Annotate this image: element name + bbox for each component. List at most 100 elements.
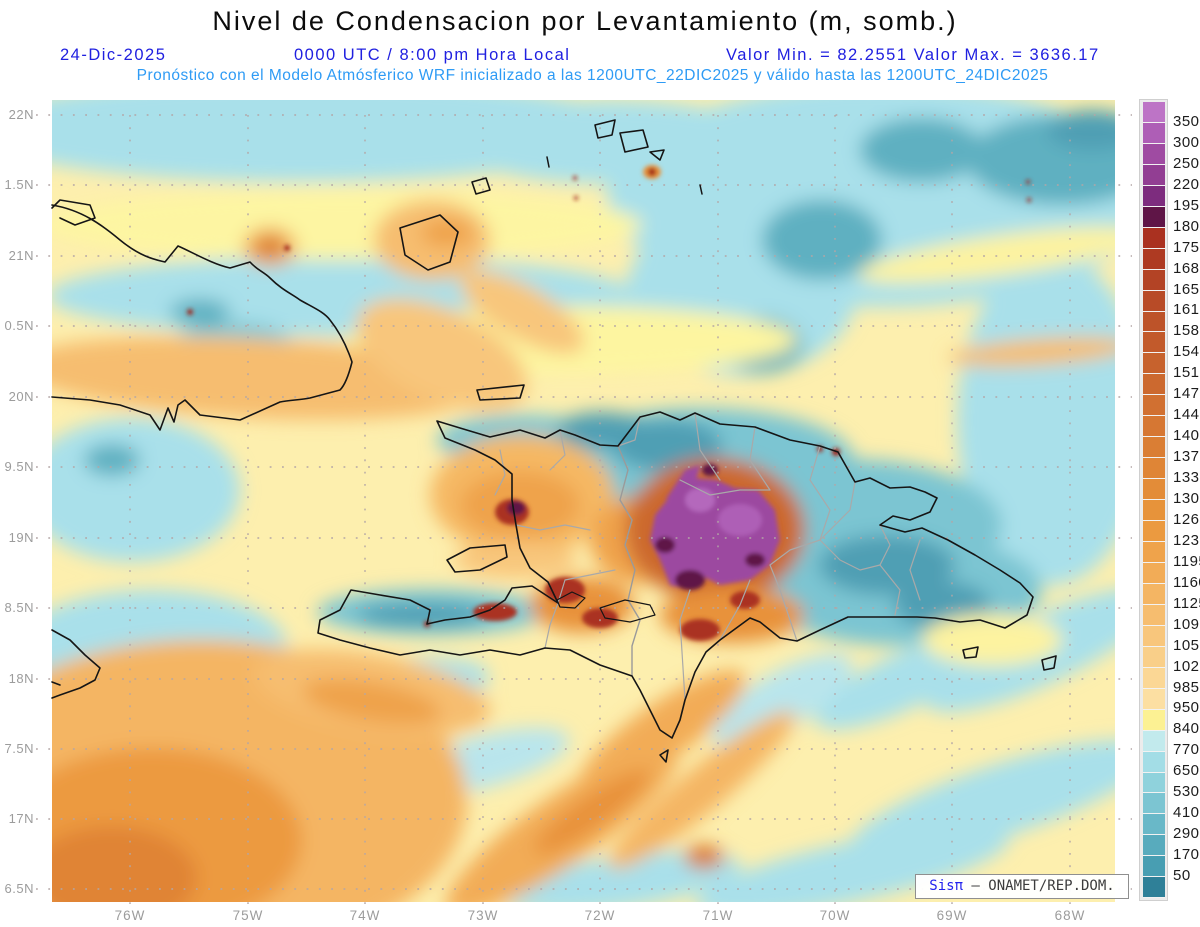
lat-tick-label: 0.5N: [4, 318, 34, 333]
colorbar-tick-label: 410: [1173, 804, 1200, 822]
colorbar-segments: [1143, 102, 1165, 899]
colorbar-tick-label: 290: [1173, 825, 1200, 843]
colorbar-segment: [1143, 667, 1165, 689]
colorbar-segment: [1143, 416, 1165, 438]
colorbar-segment: [1143, 562, 1165, 584]
min-max-values: Valor Min. = 82.2551 Valor Max. = 3636.1…: [726, 46, 1100, 64]
coastline-saona: [962, 646, 979, 659]
watermark-badge: Sisπ – ONAMET/REP.DOM.: [915, 874, 1129, 899]
coastline-cuba: [51, 204, 353, 431]
colorbar-tick-label: 3000: [1173, 133, 1200, 151]
map-svg: [36, 100, 1132, 906]
colorbar-tick-label: 1580: [1173, 322, 1200, 340]
colorbar-segment: [1143, 311, 1165, 333]
colorbar-tick-label: 1020: [1173, 657, 1200, 675]
colorbar-segment: [1143, 877, 1165, 899]
coastline-mona: [1041, 655, 1057, 671]
coastline-beata: [659, 749, 669, 763]
lon-tick-label: 70W: [819, 908, 851, 923]
colorbar-tick-label: 1230: [1173, 531, 1200, 549]
lat-tick-label: 8.5N: [4, 600, 34, 615]
forecast-description: Pronóstico con el Modelo Atmósferico WRF…: [136, 67, 1049, 84]
colorbar-tick-label: 50: [1173, 867, 1191, 885]
watermark-org: – ONAMET/REP.DOM.: [963, 878, 1115, 894]
colorbar-tick-label: 1195: [1173, 552, 1200, 570]
lon-tick-label: 74W: [349, 908, 381, 923]
colorbar-segment: [1143, 185, 1165, 207]
province-borders: [494, 412, 921, 701]
coastlines: [51, 119, 1057, 763]
colorbar-segment: [1143, 143, 1165, 165]
lon-tick-label: 69W: [936, 908, 968, 923]
lat-tick-label: 21N: [8, 248, 34, 263]
colorbar-tick-label: 1300: [1173, 490, 1200, 507]
colorbar-segment: [1143, 688, 1165, 710]
colorbar-segment: [1143, 332, 1165, 354]
colorbar-segment: [1143, 814, 1165, 836]
lat-tick-label: 17N: [8, 811, 34, 826]
coastline-tortuga: [476, 384, 525, 401]
colorbar-tick-label: 840: [1173, 720, 1200, 738]
page-title: Nivel de Condensacion por Levantamiento …: [212, 6, 958, 36]
watermark-brand: Sisπ: [929, 878, 963, 894]
coastline-hispaniola: [317, 411, 1034, 739]
colorbar-segment: [1143, 437, 1165, 459]
colorbar-tick-label: 650: [1173, 762, 1200, 780]
lat-tick-label: 18N: [8, 671, 34, 686]
colorbar-tick-label: 1615: [1173, 301, 1200, 319]
colorbar-tick-label: 3500: [1173, 112, 1200, 130]
lon-tick-label: 73W: [467, 908, 499, 923]
colorbar-segment: [1143, 772, 1165, 794]
colorbar-tick-label: 1950: [1173, 196, 1200, 214]
colorbar-tick-label: 2200: [1173, 175, 1200, 193]
colorbar-segment: [1143, 583, 1165, 605]
colorbar-segment: [1143, 625, 1165, 647]
colorbar-segment: [1143, 122, 1165, 144]
lat-tick-label: 20N: [8, 389, 34, 404]
map-area: [36, 100, 1135, 906]
colorbar-segment: [1143, 730, 1165, 752]
colorbar-tick-label: 1090: [1173, 615, 1200, 633]
colorbar-segment: [1143, 835, 1165, 857]
lon-tick-label: 71W: [702, 908, 734, 923]
colorbar-tick-label: 1335: [1173, 469, 1200, 487]
colorbar-tick-label: 1685: [1173, 259, 1200, 277]
colorbar-segment: [1143, 290, 1165, 312]
lat-tick-label: 1.5N: [4, 177, 34, 192]
colorbar-tick-label: 985: [1173, 678, 1200, 696]
colorbar-tick-label: 1265: [1173, 510, 1200, 528]
coastline-gonave: [446, 544, 508, 573]
colorbar-tick-label: 1125: [1173, 594, 1200, 612]
colorbar-segment: [1143, 269, 1165, 291]
colorbar-tick-label: 170: [1173, 846, 1200, 864]
small-cays: [546, 156, 703, 195]
colorbar-segment: [1143, 500, 1165, 522]
colorbar-segment: [1143, 542, 1165, 563]
colorbar-tick-label: 1370: [1173, 448, 1200, 466]
colorbar-tick-label: 1545: [1173, 343, 1200, 361]
colorbar: [1139, 99, 1168, 901]
colorbar-tick-label: 1475: [1173, 385, 1200, 403]
colorbar-tick-label: 1510: [1173, 364, 1200, 382]
colorbar-segment: [1143, 751, 1165, 773]
colorbar-segment: [1143, 374, 1165, 396]
colorbar-tick-label: 1405: [1173, 427, 1200, 445]
colorbar-segment: [1143, 206, 1165, 228]
lat-tick-label: 9.5N: [4, 459, 34, 474]
colorbar-tick-label: 770: [1173, 741, 1200, 759]
lat-tick-label: 22N: [8, 107, 34, 122]
lon-tick-label: 68W: [1054, 908, 1086, 923]
colorbar-segment: [1143, 856, 1165, 878]
lon-tick-label: 72W: [584, 908, 616, 923]
colorbar-segment: [1143, 793, 1165, 815]
colorbar-tick-label: 530: [1173, 783, 1200, 801]
colorbar-segment: [1143, 646, 1165, 668]
colorbar-tick-label: 1440: [1173, 406, 1200, 424]
lat-tick-label: 19N: [8, 530, 34, 545]
valid-date: 24-Dic-2025: [60, 46, 167, 64]
colorbar-tick-label: 1650: [1173, 280, 1200, 298]
colorbar-segment: [1143, 164, 1165, 186]
coastline-jamaica: [51, 629, 101, 699]
